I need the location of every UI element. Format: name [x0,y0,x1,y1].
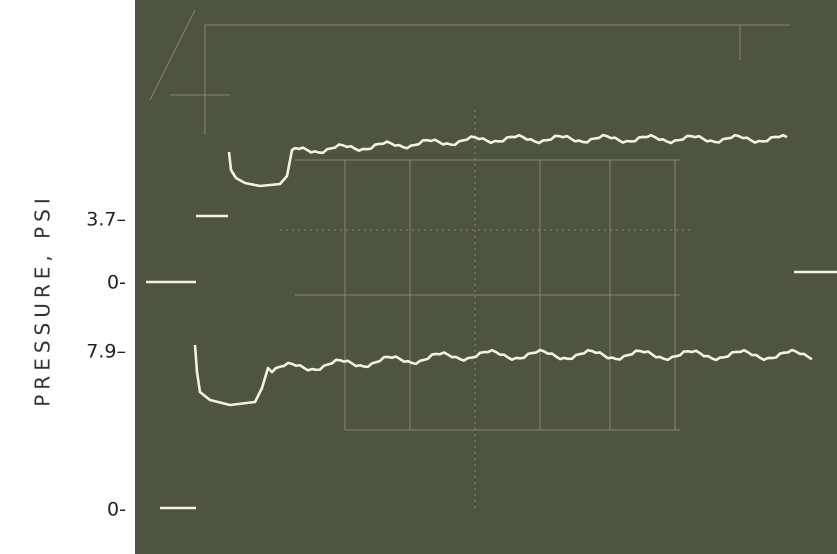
pressure-trace [227,133,788,188]
pressure-trace [193,344,813,407]
grid-line [149,9,196,101]
axis-label: PRESSURE, PSI [31,193,55,407]
tick-label: 7.9– [86,341,126,363]
tick-label: 3.7– [86,209,126,231]
traces [146,133,837,510]
scope-screen [135,0,837,554]
graticule [149,9,790,510]
tick-label: 0- [107,272,126,294]
tick-label: 0- [107,499,126,521]
